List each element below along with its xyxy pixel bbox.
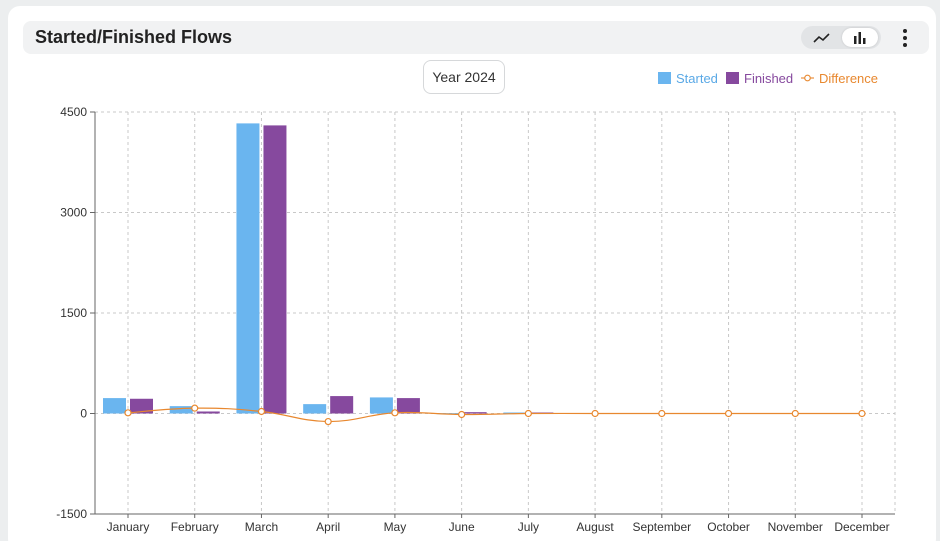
y-tick-label: 4500 — [60, 105, 87, 119]
x-tick-label: August — [576, 520, 614, 534]
bar-started — [169, 406, 193, 414]
y-tick-label: -1500 — [56, 507, 87, 521]
bar-chart-icon — [854, 32, 866, 44]
x-tick-label: December — [834, 520, 889, 534]
difference-point — [391, 409, 399, 417]
bar-finished — [463, 412, 487, 414]
difference-point — [791, 409, 799, 418]
x-tick-label: January — [107, 520, 150, 534]
bar-started — [103, 398, 126, 414]
legend-finished[interactable]: Finished — [726, 70, 793, 86]
card-header: Started/Finished Flows — [23, 21, 929, 54]
vertical-dots-icon — [903, 28, 907, 33]
x-tick-label: March — [245, 520, 278, 534]
legend-swatch-started — [658, 72, 671, 84]
x-tick-label: April — [316, 520, 340, 534]
x-tick-label: September — [632, 520, 691, 534]
difference-point — [191, 404, 199, 412]
difference-point — [458, 410, 466, 419]
bar-started — [369, 397, 393, 414]
bar-finished — [130, 398, 153, 414]
line-chart-icon — [813, 32, 830, 43]
difference-point — [591, 409, 599, 418]
chart-card — [8, 6, 936, 541]
y-tick-label: 1500 — [60, 306, 87, 320]
line-chart-button[interactable] — [804, 28, 840, 47]
legend-label-difference: Difference — [819, 70, 879, 86]
bar-finished — [330, 396, 354, 414]
x-tick-label: October — [707, 520, 750, 534]
legend-label-started: Started — [676, 70, 718, 86]
difference-point — [658, 409, 666, 418]
difference-point — [524, 409, 532, 418]
bar-started — [236, 123, 260, 414]
bar-chart-button[interactable] — [842, 28, 878, 47]
year-selector[interactable]: Year 2024 — [423, 60, 505, 94]
x-tick-label: November — [768, 520, 823, 534]
bar-finished — [396, 398, 420, 414]
bar-finished — [263, 125, 287, 414]
legend-difference[interactable]: Difference — [801, 70, 878, 86]
y-tick-label: 3000 — [60, 206, 87, 220]
difference-point — [324, 417, 332, 426]
legend-swatch-difference — [801, 74, 814, 82]
difference-point — [858, 409, 866, 418]
x-tick-label: February — [171, 520, 219, 534]
bar-finished — [196, 411, 220, 414]
card-title: Started/Finished Flows — [35, 27, 233, 47]
legend-swatch-finished — [726, 72, 739, 84]
y-tick-label: 0 — [80, 407, 87, 421]
x-tick-label: July — [518, 520, 539, 534]
legend-started[interactable]: Started — [658, 70, 718, 86]
more-options-button[interactable] — [895, 26, 915, 49]
x-tick-label: May — [384, 520, 407, 534]
legend-label-finished: Finished — [744, 70, 794, 86]
x-tick-label: June — [449, 520, 475, 534]
difference-point — [724, 409, 733, 418]
difference-point — [257, 407, 266, 416]
chart-type-toggle[interactable] — [801, 26, 881, 49]
difference-line — [127, 407, 862, 423]
difference-point — [124, 409, 132, 417]
bar-started — [503, 412, 527, 414]
bar-started — [303, 404, 327, 414]
